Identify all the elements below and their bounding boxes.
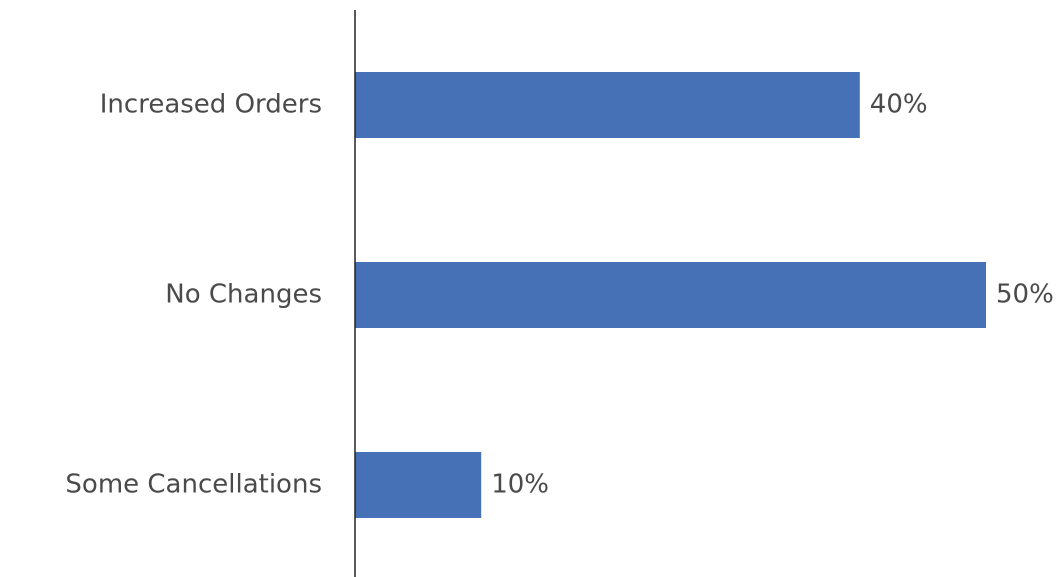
bar-2: [355, 452, 482, 518]
value-labels-group: 40% 50% 10%: [491, 90, 1054, 500]
data-label-1: 50%: [996, 280, 1054, 310]
bar-0: [355, 72, 860, 138]
category-labels-group: Increased Orders No Changes Some Cancellat…: [65, 90, 322, 500]
bars-group: [355, 72, 986, 518]
data-label-2: 10%: [491, 470, 549, 500]
category-label-2: Some Cancellations: [65, 470, 322, 500]
bar-1: [355, 262, 986, 328]
category-label-0: Increased Orders: [100, 90, 322, 120]
category-label-1: No Changes: [165, 280, 322, 310]
data-label-0: 40%: [870, 90, 928, 120]
